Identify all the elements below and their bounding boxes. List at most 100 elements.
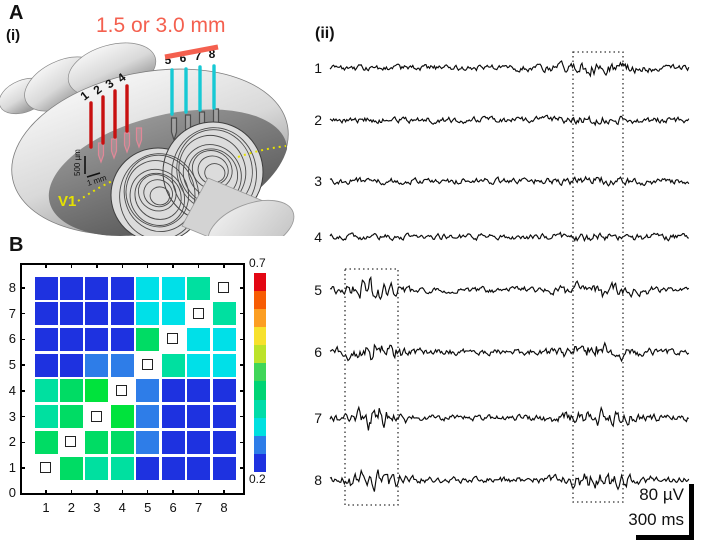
cyan-electrode-label-6: 6 — [180, 51, 187, 65]
highlight-box-right — [572, 51, 624, 503]
heatmap-cell-r2c6 — [161, 430, 185, 454]
heatmap-cell-r4c5 — [136, 379, 160, 403]
x-tick-label: 4 — [118, 500, 126, 515]
trace-label-1: 1 — [314, 60, 322, 76]
y-tick-right — [240, 441, 245, 444]
fingerprint-ring — [191, 150, 233, 190]
lfp-trace-8 — [329, 468, 690, 492]
time-scale-bar — [636, 535, 694, 540]
x-tick-label: 1 — [42, 500, 50, 515]
y-tick-label: 8 — [8, 280, 16, 296]
heatmap-cell-r1c3 — [85, 456, 109, 480]
x-tick-label: 8 — [220, 500, 228, 515]
fingerprint-ring — [149, 186, 171, 206]
y-tick-right — [240, 415, 245, 418]
y-tick-left — [20, 287, 25, 289]
y-tick-right — [240, 467, 245, 469]
heatmap-cell-r3c7 — [187, 405, 211, 429]
heatmap-cell-r4c7 — [187, 379, 211, 403]
heatmap-open-marker-r6c6 — [167, 333, 179, 345]
y-tick-label: 1 — [8, 460, 16, 475]
heatmap-cell-r8c6 — [161, 276, 185, 300]
x-tick-top — [45, 263, 47, 268]
lfp-trace-7 — [329, 405, 690, 431]
colorbar — [254, 273, 266, 472]
colorbar-segment — [254, 435, 266, 454]
heatmap-cell-r3c8 — [212, 405, 236, 429]
colorbar-segment — [254, 327, 266, 346]
heatmap-cell-r2c1 — [34, 430, 58, 454]
heatmap-cell-r8c4 — [110, 276, 134, 300]
x-tick-bottom — [172, 490, 174, 495]
lfp-trace-2 — [329, 114, 690, 127]
heatmap-cell-r8c7 — [187, 276, 211, 300]
heatmap-cell-r6c2 — [59, 327, 83, 351]
heatmap-cell-r5c8 — [212, 353, 236, 377]
y-tick-label-zero: 0 — [8, 485, 16, 500]
traces-panel: (ii) 1 2 3 4 5 6 7 8 80 µV 300 ms — [314, 25, 694, 540]
heatmap-open-marker-r8c8 — [218, 282, 229, 294]
y-tick-left — [20, 441, 25, 444]
cyan-electrodes — [170, 64, 216, 116]
x-tick-bottom — [121, 490, 124, 495]
colorbar-segment — [254, 417, 266, 436]
heatmap-cell-r3c4 — [110, 405, 134, 429]
heatmap-cell-r2c5 — [136, 430, 160, 454]
x-tick-top — [146, 263, 149, 268]
x-tick-top — [96, 263, 98, 268]
x-tick-label: 6 — [169, 500, 177, 515]
heatmap-cell-r1c8 — [212, 456, 236, 480]
heatmap-cell-r5c4 — [110, 353, 134, 377]
trace-label-3: 3 — [314, 173, 322, 189]
panel-a-label: A — [9, 2, 24, 24]
heatmap-cell-r5c2 — [59, 353, 83, 377]
heatmap-cell-r8c2 — [59, 276, 83, 300]
fingerprint-ring — [125, 160, 190, 228]
x-tick-bottom — [45, 490, 47, 495]
cyan-electrode-label-8: 8 — [209, 47, 216, 61]
heatmap-open-marker-r2c2 — [65, 436, 77, 448]
y-tick-label: 6 — [8, 331, 16, 347]
y-tick-right — [240, 338, 245, 341]
colorbar-segment — [254, 273, 266, 292]
x-tick-top — [70, 263, 73, 268]
distance-label: 1.5 or 3.0 mm — [96, 14, 226, 37]
lfp-trace-3 — [329, 175, 690, 187]
y-tick-left — [20, 338, 25, 341]
trace-label-8: 8 — [314, 472, 322, 488]
heatmap-cell-r5c7 — [187, 353, 211, 377]
y-tick-right — [240, 364, 245, 366]
fingerprint-rings-left — [119, 153, 200, 236]
heatmap-open-marker-r4c4 — [116, 384, 128, 396]
lfp-trace-1 — [329, 60, 690, 78]
fingerprint-ring — [137, 174, 177, 212]
trace-label-6: 6 — [314, 344, 322, 360]
x-tick-label: 3 — [93, 500, 101, 515]
heatmap-axes — [20, 263, 245, 495]
y-tick-right — [240, 287, 245, 289]
stem-face — [207, 199, 295, 236]
colorbar-max-label: 0.7 — [249, 256, 266, 270]
trace-label-7: 7 — [314, 410, 322, 426]
time-scale-label: 300 ms — [628, 510, 684, 529]
heatmap-cell-r6c5 — [136, 327, 160, 351]
trace-label-4: 4 — [314, 229, 322, 245]
voltage-scale-label: 80 µV — [639, 485, 684, 504]
trace-label-5: 5 — [314, 282, 322, 298]
heatmap-cell-r7c4 — [110, 302, 134, 326]
heatmap-cell-r6c3 — [85, 327, 109, 351]
cyan-electrode-label-7: 7 — [195, 49, 202, 63]
red-electrodes — [89, 84, 129, 149]
colorbar-segment — [254, 309, 266, 328]
heatmap-cell-r6c1 — [34, 327, 58, 351]
y-tick-left — [20, 390, 25, 392]
fingerprint-ring — [123, 154, 196, 232]
heatmap-open-marker-r1c1 — [40, 462, 51, 473]
heatmap-cell-r7c1 — [34, 302, 58, 326]
v1-border-dashed-right — [237, 145, 287, 158]
x-tick-bottom — [70, 490, 73, 495]
heatmap-cell-r4c8 — [212, 379, 236, 403]
width-scale-bar — [86, 172, 101, 178]
heatmap-open-marker-r5c5 — [141, 359, 153, 371]
y-tick-label: 5 — [8, 357, 16, 373]
